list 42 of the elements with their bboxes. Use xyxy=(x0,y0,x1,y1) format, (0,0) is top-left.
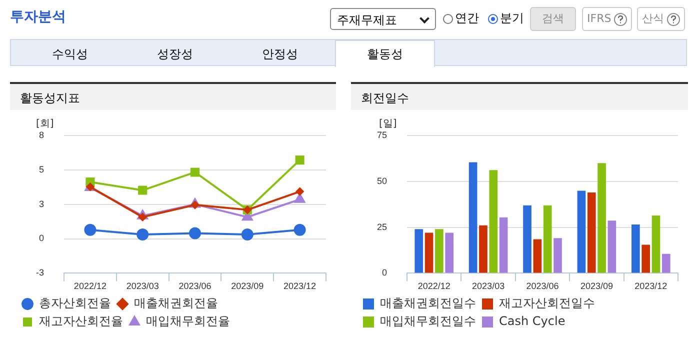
text: 연간 xyxy=(455,10,479,27)
x-tick-label: 2022/12 xyxy=(418,281,450,292)
text: 투자분석 xyxy=(10,8,66,26)
y-tick-label: 0 xyxy=(382,268,388,278)
legend-label: 총자산회전율 xyxy=(39,296,111,310)
legend-label: 매입채무회전율 xyxy=(146,314,230,328)
y-tick-label: 0 xyxy=(38,233,44,244)
legend-label: Cash Cycle xyxy=(499,314,566,328)
y-tick-label: -3 xyxy=(36,268,44,278)
y-tick-label: 75 xyxy=(376,130,388,140)
text: IFRS xyxy=(582,7,632,31)
x-tick-label: 2022/12 xyxy=(74,281,106,292)
text: 산식 xyxy=(637,7,685,31)
y-tick-label: 8 xyxy=(38,130,44,140)
legend-label: 재고자산회전율 xyxy=(39,314,123,328)
y-tick-label: 5 xyxy=(38,164,44,174)
x-tick-label: 2023/09 xyxy=(231,281,264,292)
legend-label: 매출채권회전율 xyxy=(134,296,218,310)
y-tick-label: 50 xyxy=(376,176,388,186)
legend-label: 재고자산회전일수 xyxy=(499,296,595,310)
x-tick-label: 2023/12 xyxy=(284,281,316,292)
text: 검색 xyxy=(530,7,576,31)
y-axis-title: [일] xyxy=(379,118,397,130)
x-tick-label: 2023/03 xyxy=(126,281,159,292)
chart-title: 회전일수 xyxy=(351,82,688,110)
text: 분기 xyxy=(500,10,524,27)
chart-title: 활동성지표 xyxy=(10,82,336,110)
x-tick-label: 2023/03 xyxy=(472,281,505,292)
x-tick-label: 2023/06 xyxy=(178,281,212,292)
x-tick-label: 2023/09 xyxy=(580,281,613,292)
y-tick-label: 3 xyxy=(38,198,44,209)
x-tick-label: 2023/06 xyxy=(526,281,559,292)
legend-label: 매출채권회전일수 xyxy=(380,296,476,310)
y-tick-label: 25 xyxy=(376,222,388,232)
text: 안정성 xyxy=(261,46,299,63)
y-axis-title: [회] xyxy=(36,118,54,130)
text: 성장성 xyxy=(156,46,194,63)
text: 주재무제표 xyxy=(330,8,436,30)
text: 활동성 xyxy=(335,40,435,67)
text: 수익성 xyxy=(51,46,89,63)
x-tick-label: 2023/12 xyxy=(634,281,668,292)
legend-label: 매입채무회전일수 xyxy=(380,314,476,328)
